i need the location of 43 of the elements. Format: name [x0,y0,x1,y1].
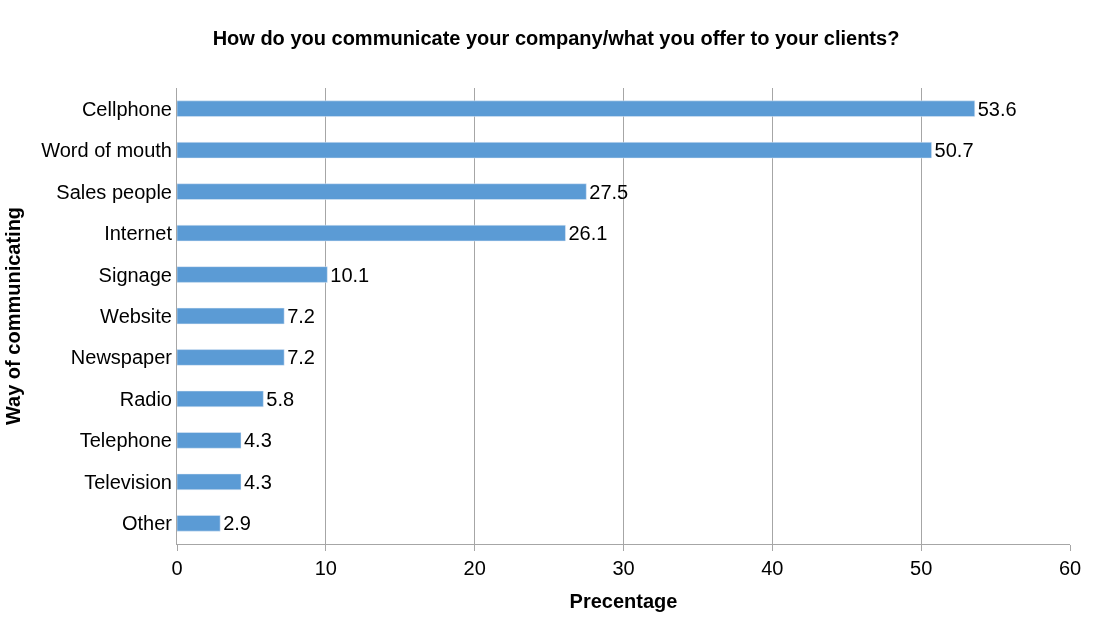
x-tick-label: 60 [1058,557,1082,579]
data-label: 10.1 [330,263,370,286]
y-tick-label: Internet [104,222,173,245]
y-tick-label: Other [121,512,173,535]
bar [177,266,328,283]
x-tick-label: 50 [910,557,933,579]
bar [177,432,242,449]
bar [177,515,221,532]
y-tick-label: Telephone [79,429,172,452]
x-tick-label: 0 [171,557,183,579]
y-tick-label: Website [100,305,172,327]
y-tick-label: Newspaper [70,346,173,369]
data-label: 4.3 [244,470,272,493]
bar [177,224,566,242]
y-tick-label: Signage [98,263,172,286]
data-label: 2.9 [223,512,251,535]
x-tick-label: 20 [463,557,486,579]
bar [177,349,285,366]
x-tick-label: 30 [612,557,635,579]
x-axis-title: Precentage [569,589,678,612]
bar [177,100,975,117]
chart-title: How do you communicate your company/what you offer to your clients? [212,27,900,49]
bar [177,473,242,490]
bar [177,183,587,200]
bar [177,142,932,159]
data-label: 7.2 [287,305,315,327]
data-label: 7.2 [287,346,315,369]
y-tick-label: Radio [119,387,172,410]
y-axis-title: Way of communicating [1,206,24,426]
x-tick-label: 40 [761,557,784,579]
data-label: 5.8 [266,387,295,410]
y-tick-label: Word of mouth [41,139,172,162]
y-tick-label: Television [84,470,172,493]
data-label: 26.1 [568,222,608,245]
bar [177,307,285,325]
data-label: 53.6 [977,97,1017,120]
data-label: 4.3 [244,429,272,452]
y-tick-label: Sales people [56,180,172,203]
y-tick-label: Cellphone [81,97,172,120]
data-label: 27.5 [589,180,629,203]
bar [177,390,264,408]
data-label: 50.7 [934,139,974,162]
x-tick-label: 10 [314,557,337,579]
